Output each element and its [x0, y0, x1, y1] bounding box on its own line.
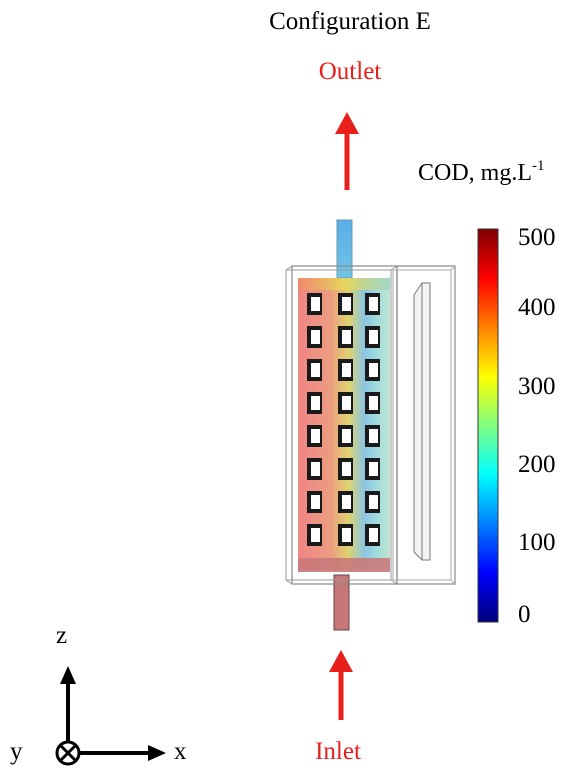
baffle-block-opening	[369, 528, 378, 542]
baffle-block-opening	[369, 396, 378, 410]
baffle-block-opening	[342, 495, 351, 509]
baffle-block-opening	[369, 462, 378, 476]
outlet-pipe	[337, 220, 352, 278]
colorbar-tick-label: 200	[518, 451, 556, 479]
baffle-block-opening	[311, 462, 320, 476]
y-axis-label: y	[10, 738, 23, 766]
baffle-block-opening	[311, 528, 320, 542]
baffle-block-opening	[311, 495, 320, 509]
colorbar-title-text: COD, mg.L	[418, 160, 532, 186]
side-compartment	[393, 266, 455, 584]
baffle-block-opening	[342, 528, 351, 542]
colorbar-tick-label: 0	[518, 601, 531, 629]
colorbar-tick-label: 300	[518, 373, 556, 401]
baffle-block-opening	[342, 363, 351, 377]
bottom-channel	[298, 558, 390, 572]
inlet-label: Inlet	[288, 738, 388, 766]
baffle-block-opening	[311, 363, 320, 377]
baffle-block-opening	[311, 396, 320, 410]
baffle-block-opening	[369, 363, 378, 377]
baffle-block-opening	[342, 462, 351, 476]
baffle-block-opening	[342, 396, 351, 410]
inlet-pipe	[334, 575, 349, 630]
z-axis-label: z	[56, 622, 67, 650]
baffle-block-opening	[311, 297, 320, 311]
baffle-block-opening	[311, 429, 320, 443]
figure-title: Configuration E	[0, 8, 584, 36]
colorbar-title: COD, mg.L-1	[418, 158, 545, 187]
colorbar-tick-label: 100	[518, 529, 556, 557]
baffle-block-opening	[369, 429, 378, 443]
baffle-block-opening	[369, 495, 378, 509]
baffle-block-opening	[342, 297, 351, 311]
baffle-block-opening	[369, 330, 378, 344]
outlet-arrow	[335, 112, 359, 190]
colorbar	[478, 229, 498, 622]
top-channel	[298, 278, 390, 290]
colorbar-title-superscript: -1	[532, 158, 545, 174]
x-axis-label: x	[174, 738, 187, 766]
inlet-arrow	[329, 650, 353, 720]
baffle-block-opening	[342, 330, 351, 344]
colorbar-tick-label: 400	[518, 294, 556, 322]
coordinate-axes	[57, 666, 166, 764]
baffle-block-opening	[369, 297, 378, 311]
outlet-label: Outlet	[300, 58, 400, 86]
baffle-block-opening	[342, 429, 351, 443]
colorbar-tick-label: 500	[518, 224, 556, 252]
baffle-block-opening	[311, 330, 320, 344]
